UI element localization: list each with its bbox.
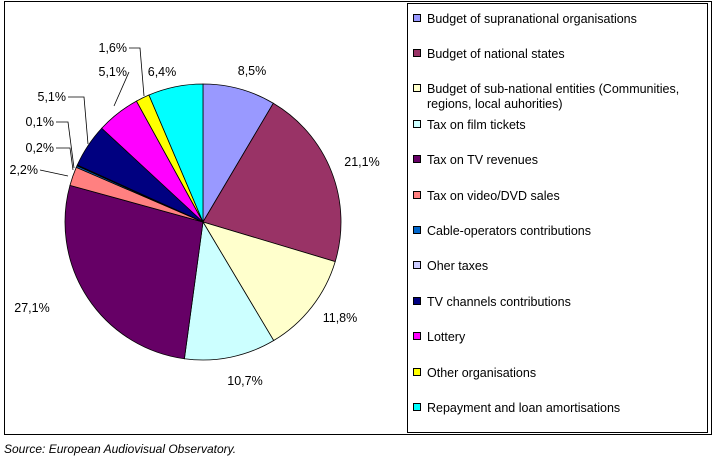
pie-slice: [202, 221, 336, 342]
pie-slice: [183, 220, 275, 361]
data-label: 5,1%: [99, 65, 128, 79]
data-label: 1,6%: [99, 41, 128, 55]
data-label: 0,2%: [26, 141, 55, 155]
leader-line: [113, 71, 130, 107]
legend-label: Cable-operators contributions: [427, 224, 591, 238]
leader-line: [39, 169, 69, 177]
legend-swatch: [413, 120, 421, 128]
legend-swatch: [413, 155, 421, 163]
data-label: 10,7%: [227, 374, 262, 388]
legend-label: Budget of national states: [427, 47, 565, 61]
data-label: 8,5%: [238, 64, 267, 78]
legend-swatch: [413, 226, 421, 234]
leader-line: [56, 147, 74, 171]
legend-swatch: [413, 332, 421, 340]
legend-label: TV channels contributions: [427, 295, 571, 309]
legend-swatch: [413, 191, 421, 199]
legend-label: Repayment and loan amortisations: [427, 401, 621, 415]
source-note: Source: European Audiovisual Observatory…: [4, 442, 237, 456]
legend-swatch: [413, 368, 421, 376]
data-label: 0,1%: [26, 115, 55, 129]
leader-line: [68, 96, 89, 145]
legend-label: Tax on video/DVD sales: [427, 189, 560, 203]
legend-label: Budget of supranational organisations: [427, 12, 637, 26]
pie-slice: [64, 184, 204, 360]
data-label: 5,1%: [38, 90, 67, 104]
data-label: 27,1%: [14, 301, 49, 315]
legend: Budget of supranational organisations Bud…: [407, 3, 708, 433]
data-label: 6,4%: [148, 65, 177, 79]
chart-frame: [4, 1, 712, 435]
pie-slice: [148, 83, 204, 223]
legend-label: Tax on film tickets: [427, 118, 526, 132]
data-label: 11,8%: [323, 311, 358, 325]
legend-swatch: [413, 84, 421, 92]
legend-swatch: [413, 261, 421, 269]
legend-swatch: [413, 403, 421, 411]
data-label: 21,1%: [344, 155, 379, 169]
pie-slice: [202, 102, 342, 263]
leader-line: [129, 47, 145, 97]
legend-label: Other organisations: [427, 366, 537, 380]
legend-label: Tax on TV revenues: [427, 153, 538, 167]
legend-label: Oher taxes: [427, 259, 489, 273]
leader-line: [56, 121, 75, 169]
pie-chart: 8,5% 21,1% 11,8% 10,7% 27,1% 2,2% 0,2% 0,1% 5,1%…: [10, 41, 380, 388]
legend-label: Budget of sub-national entities (Communi…: [427, 82, 680, 111]
data-label: 2,2%: [10, 163, 39, 177]
legend-label: Lottery: [427, 330, 466, 344]
legend-swatch: [413, 49, 421, 57]
legend-swatch: [413, 297, 421, 305]
legend-swatch: [413, 14, 421, 22]
